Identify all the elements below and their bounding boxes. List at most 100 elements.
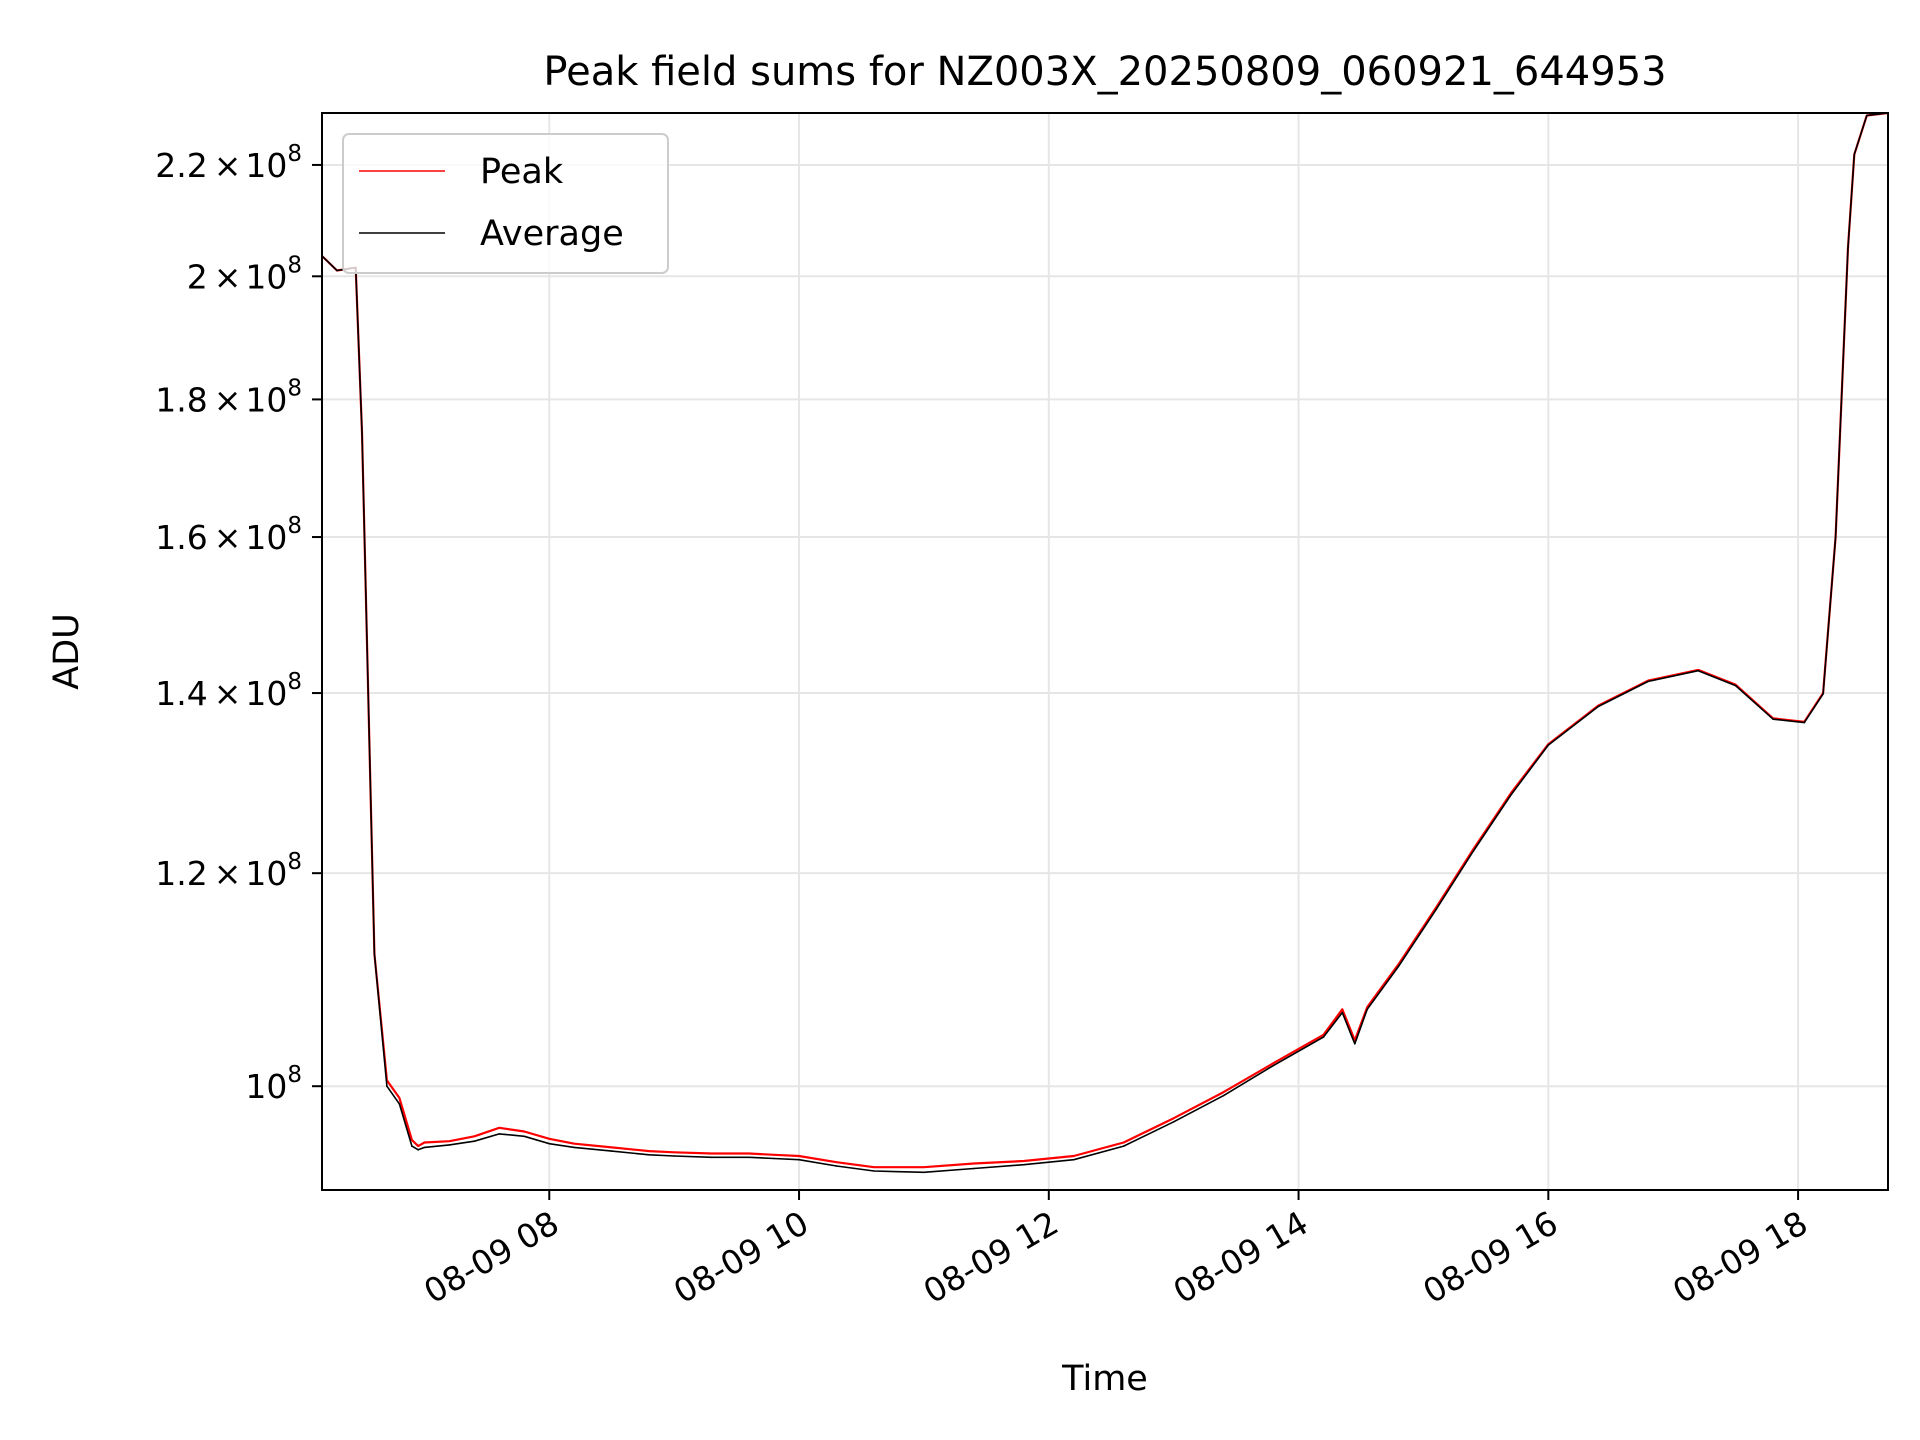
data-point-average bbox=[1510, 794, 1512, 796]
data-point-peak bbox=[923, 1166, 925, 1168]
data-point-peak bbox=[798, 1155, 800, 1157]
data-point-average bbox=[673, 1155, 675, 1157]
data-point-peak bbox=[1341, 1008, 1344, 1011]
data-point-average bbox=[1222, 1094, 1225, 1097]
x-axis-label: Time bbox=[1061, 1359, 1148, 1399]
data-point-peak bbox=[448, 1140, 451, 1142]
data-point-peak bbox=[1172, 1117, 1175, 1119]
data-point-peak bbox=[1272, 1062, 1275, 1064]
data-point-average bbox=[417, 1149, 420, 1151]
data-point-peak bbox=[1222, 1091, 1225, 1093]
data-point-average bbox=[1397, 965, 1400, 968]
data-point-average bbox=[1172, 1121, 1175, 1123]
chart-title: Peak field sums for NZ003X_20250809_0609… bbox=[543, 49, 1666, 95]
data-point-average bbox=[773, 1157, 775, 1160]
y-tick-label: 2 × 108 bbox=[187, 252, 302, 296]
y-axis-label: ADU bbox=[47, 613, 87, 690]
data-point-average bbox=[973, 1167, 975, 1170]
data-point-peak bbox=[610, 1146, 613, 1149]
data-point-average bbox=[373, 953, 376, 955]
data-point-peak bbox=[548, 1138, 551, 1140]
data-point-average bbox=[1647, 680, 1649, 683]
data-point-peak bbox=[1023, 1160, 1025, 1162]
data-point-peak bbox=[648, 1150, 650, 1152]
data-point-average bbox=[1023, 1163, 1025, 1166]
data-point-average bbox=[1322, 1036, 1325, 1038]
data-point-peak bbox=[423, 1141, 426, 1144]
grid-layer bbox=[322, 113, 1888, 1190]
data-point-average bbox=[423, 1146, 426, 1149]
data-point-average bbox=[411, 1145, 413, 1147]
data-point-average bbox=[1073, 1158, 1075, 1161]
data-point-average bbox=[573, 1146, 576, 1149]
data-point-average bbox=[1122, 1145, 1125, 1147]
data-point-peak bbox=[523, 1130, 526, 1133]
data-point-average bbox=[1853, 153, 1856, 156]
y-tick-label: 1.6 × 108 bbox=[155, 513, 302, 557]
legend: Peak Average bbox=[342, 133, 669, 274]
y-tick-label: 1.8 × 108 bbox=[155, 375, 302, 419]
data-point-average bbox=[873, 1170, 875, 1172]
data-point-peak bbox=[398, 1097, 401, 1099]
legend-label-peak: Peak bbox=[480, 152, 564, 192]
data-point-average bbox=[1803, 721, 1806, 724]
data-point-average bbox=[648, 1154, 650, 1156]
data-point-average bbox=[448, 1144, 451, 1146]
data-point-average bbox=[1847, 246, 1849, 249]
data-point-average bbox=[367, 692, 370, 694]
data-point-average bbox=[1366, 1008, 1368, 1011]
data-point-peak bbox=[873, 1166, 875, 1168]
axes-frame bbox=[321, 112, 1889, 1191]
data-point-average bbox=[1272, 1064, 1275, 1067]
data-point-average bbox=[923, 1171, 925, 1174]
data-point-peak bbox=[835, 1161, 838, 1163]
data-point-average bbox=[1341, 1011, 1344, 1014]
data-point-average bbox=[361, 431, 363, 434]
data-point-average bbox=[1597, 705, 1600, 708]
data-point-average bbox=[1734, 684, 1737, 687]
data-point-average bbox=[398, 1103, 401, 1105]
series-layer bbox=[322, 113, 1888, 1174]
data-point-peak bbox=[710, 1152, 713, 1155]
data-point-average bbox=[1547, 744, 1550, 746]
data-point-average bbox=[523, 1135, 526, 1138]
data-point-peak bbox=[748, 1152, 750, 1155]
data-point-peak bbox=[1122, 1141, 1125, 1144]
data-point-average bbox=[386, 1085, 388, 1087]
y-tick-label: 108 bbox=[245, 1062, 302, 1106]
data-point-peak bbox=[417, 1145, 420, 1147]
y-tick-label: 2.2 × 108 bbox=[155, 141, 302, 185]
data-point-average bbox=[336, 269, 338, 272]
data-point-average bbox=[1354, 1043, 1356, 1045]
data-point-average bbox=[1472, 850, 1475, 852]
data-point-average bbox=[1772, 718, 1774, 720]
data-point-average bbox=[610, 1150, 613, 1152]
data-point-average bbox=[473, 1140, 476, 1142]
data-point-peak bbox=[973, 1162, 975, 1165]
data-point-peak bbox=[573, 1142, 576, 1145]
data-point-average bbox=[1435, 909, 1437, 911]
legend-box bbox=[342, 133, 669, 274]
y-tick-label: 1.4 × 108 bbox=[155, 669, 302, 713]
data-point-average bbox=[1697, 669, 1699, 672]
data-point-peak bbox=[1073, 1155, 1075, 1157]
data-point-average bbox=[1866, 114, 1868, 117]
data-point-average bbox=[748, 1156, 750, 1159]
y-tick-label: 1.2 × 108 bbox=[155, 849, 302, 893]
data-point-peak bbox=[473, 1135, 476, 1138]
data-point-peak bbox=[773, 1154, 775, 1156]
legend-label-average: Average bbox=[480, 214, 624, 254]
data-point-peak bbox=[411, 1139, 413, 1141]
data-point-average bbox=[1822, 693, 1824, 695]
data-point-average bbox=[1834, 536, 1837, 538]
data-point-peak bbox=[498, 1127, 501, 1129]
data-point-average bbox=[498, 1133, 501, 1135]
data-point-peak bbox=[673, 1151, 675, 1154]
data-point-average bbox=[798, 1158, 800, 1161]
data-point-average bbox=[710, 1156, 713, 1159]
data-point-average bbox=[835, 1165, 838, 1167]
data-point-average bbox=[548, 1142, 551, 1145]
